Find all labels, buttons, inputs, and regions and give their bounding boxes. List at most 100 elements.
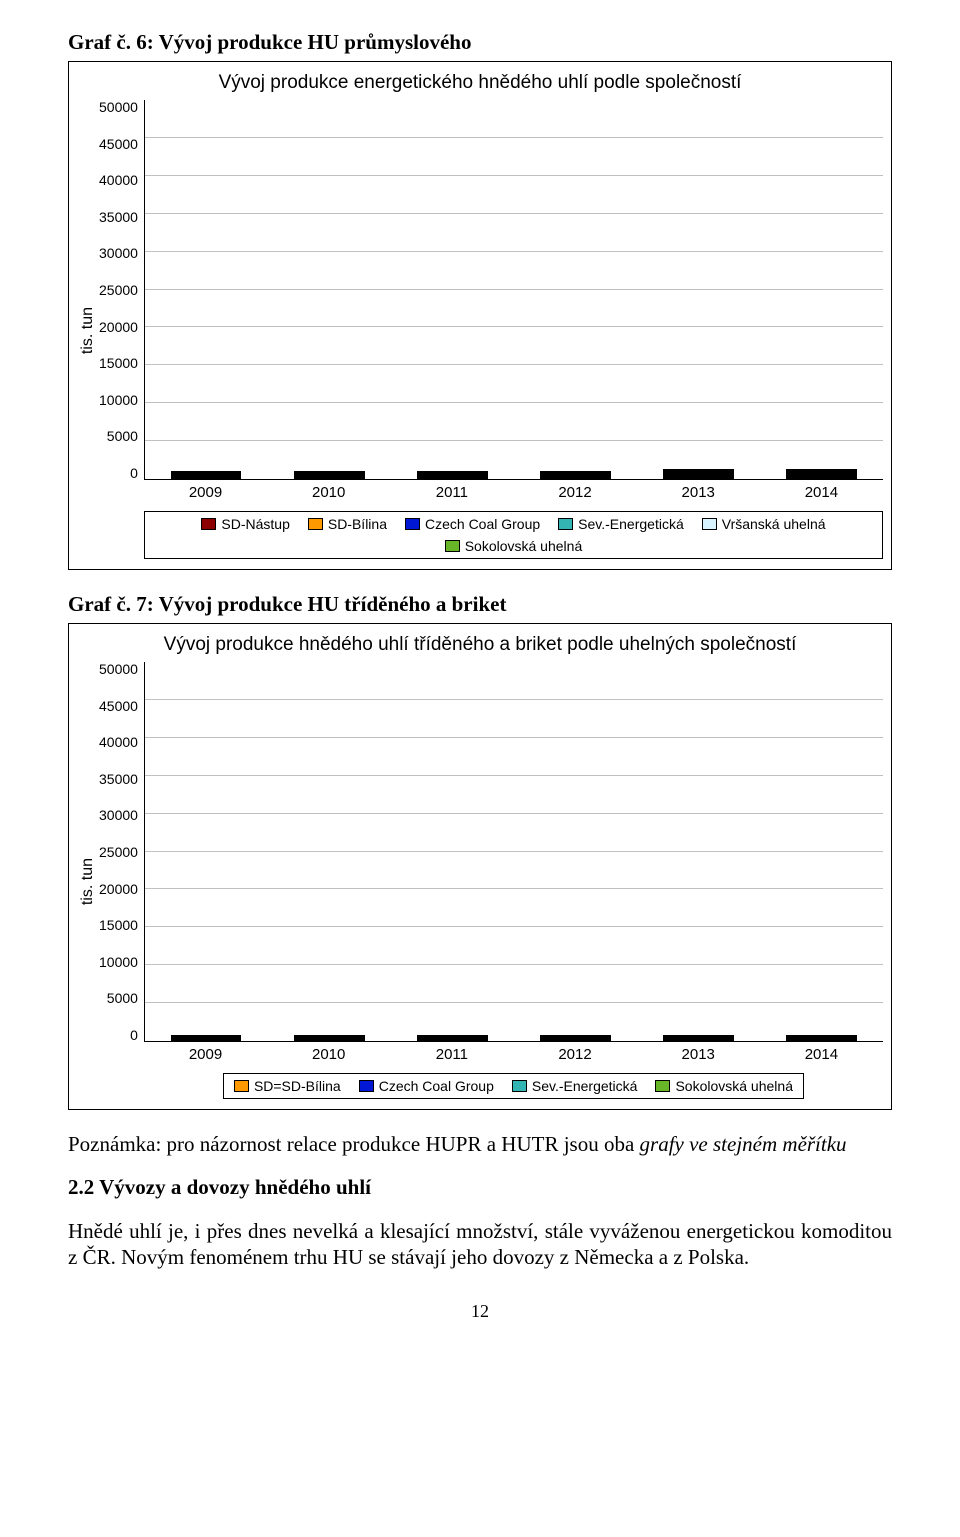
legend-item-sev_energ: Sev.-Energetická: [558, 516, 684, 532]
y-tick: 35000: [99, 772, 138, 786]
swatch-icon: [558, 518, 573, 530]
note-prefix: Poznámka: pro názornost relace produkce …: [68, 1132, 640, 1156]
bar: [171, 1035, 241, 1041]
bar: [171, 471, 241, 479]
swatch-icon: [405, 518, 420, 530]
legend-label: Czech Coal Group: [379, 1078, 494, 1094]
legend-item-czech_coal: Czech Coal Group: [405, 516, 540, 532]
x-tick: 2010: [267, 484, 390, 501]
bar-segment-sd_nastup: [417, 477, 487, 479]
bar-segment-sd_nastup: [786, 477, 856, 479]
y-tick: 0: [99, 1028, 138, 1042]
chart1-plot: [144, 100, 883, 480]
bar-segment-sd_nastup: [540, 477, 610, 479]
legend-item-czech_coal: Czech Coal Group: [359, 1078, 494, 1094]
x-tick: 2013: [637, 1046, 760, 1063]
y-tick: 25000: [99, 845, 138, 859]
bar: [294, 471, 364, 479]
y-tick: 45000: [99, 137, 138, 151]
bar: [540, 471, 610, 479]
note-emph: grafy ve stejném měřítku: [640, 1132, 847, 1156]
y-tick: 30000: [99, 246, 138, 260]
x-tick: 2011: [390, 484, 513, 501]
chart2-container: Vývoj produkce hnědého uhlí tříděného a …: [68, 623, 892, 1110]
y-tick: 0: [99, 466, 138, 480]
bar: [540, 1035, 610, 1041]
bar: [786, 469, 856, 479]
legend-label: SD=SD-Bílina: [254, 1078, 341, 1094]
swatch-icon: [234, 1080, 249, 1092]
chart2-ylabel: tis. tun: [77, 858, 99, 905]
bar: [417, 471, 487, 479]
chart2-y-ticks: 5000045000400003500030000250002000015000…: [99, 662, 144, 1042]
y-tick: 40000: [99, 735, 138, 749]
chart1-y-ticks: 5000045000400003500030000250002000015000…: [99, 100, 144, 480]
y-tick: 50000: [99, 100, 138, 114]
legend-item-sokolov: Sokolovská uhelná: [655, 1078, 793, 1094]
bar-segment-sd_bilina: [171, 1039, 241, 1041]
y-tick: 45000: [99, 699, 138, 713]
bar-segment-sd_bilina: [294, 1039, 364, 1041]
y-tick: 15000: [99, 918, 138, 932]
y-tick: 30000: [99, 808, 138, 822]
y-tick: 10000: [99, 393, 138, 407]
legend-label: Vršanská uhelná: [722, 516, 826, 532]
x-tick: 2009: [144, 1046, 267, 1063]
bar-segment-sd_nastup: [663, 477, 733, 479]
swatch-icon: [201, 518, 216, 530]
bar-segment-sd_bilina: [417, 1039, 487, 1041]
chart1-legend: SD-Nástup SD-Bílina Czech Coal Group Sev.-E…: [144, 511, 883, 559]
chart1-x-ticks: 200920102011201220132014: [144, 480, 883, 501]
chart2-title: Vývoj produkce hnědého uhlí tříděného a …: [77, 634, 883, 656]
legend-label: Czech Coal Group: [425, 516, 540, 532]
y-tick: 25000: [99, 283, 138, 297]
bar-segment-sd_bilina: [540, 1039, 610, 1041]
legend-label: SD-Nástup: [221, 516, 289, 532]
swatch-icon: [512, 1080, 527, 1092]
bar: [294, 1035, 364, 1041]
note-line: Poznámka: pro názornost relace produkce …: [68, 1132, 892, 1157]
legend-item-sd_nastup: SD-Nástup: [201, 516, 289, 532]
chart2-plot: [144, 662, 883, 1042]
bar: [786, 1035, 856, 1041]
chart1-title: Vývoj produkce energetického hnědého uhl…: [77, 72, 883, 94]
legend-item-sev_energ: Sev.-Energetická: [512, 1078, 638, 1094]
y-tick: 5000: [99, 991, 138, 1005]
y-tick: 5000: [99, 429, 138, 443]
page-number: 12: [68, 1301, 892, 1322]
y-tick: 50000: [99, 662, 138, 676]
legend-item-sd_bilina: SD=SD-Bílina: [234, 1078, 341, 1094]
x-tick: 2010: [267, 1046, 390, 1063]
swatch-icon: [359, 1080, 374, 1092]
x-tick: 2009: [144, 484, 267, 501]
x-tick: 2011: [390, 1046, 513, 1063]
chart1-ylabel: tis. tun: [77, 307, 99, 354]
bar: [417, 1035, 487, 1041]
bar-segment-sd_nastup: [171, 477, 241, 479]
legend-item-vrsanska: Vršanská uhelná: [702, 516, 826, 532]
x-tick: 2014: [760, 1046, 883, 1063]
y-tick: 40000: [99, 173, 138, 187]
swatch-icon: [702, 518, 717, 530]
bar-segment-sd_bilina: [663, 1039, 733, 1041]
legend-label: Sokolovská uhelná: [675, 1078, 793, 1094]
x-tick: 2013: [637, 484, 760, 501]
legend-label: SD-Bílina: [328, 516, 387, 532]
section-2-2-heading: 2.2 Vývozy a dovozy hnědého uhlí: [68, 1175, 892, 1200]
chart2-x-ticks: 200920102011201220132014: [144, 1042, 883, 1063]
legend-item-sokolov: Sokolovská uhelná: [445, 538, 583, 554]
chart1-container: Vývoj produkce energetického hnědého uhl…: [68, 61, 892, 570]
graf7-heading: Graf č. 7: Vývoj produkce HU tříděného a…: [68, 592, 892, 617]
x-tick: 2012: [513, 1046, 636, 1063]
legend-label: Sev.-Energetická: [532, 1078, 638, 1094]
swatch-icon: [655, 1080, 670, 1092]
swatch-icon: [308, 518, 323, 530]
bar: [663, 469, 733, 479]
legend-label: Sokolovská uhelná: [465, 538, 583, 554]
bar-segment-sd_bilina: [786, 1039, 856, 1041]
y-tick: 10000: [99, 955, 138, 969]
y-tick: 15000: [99, 356, 138, 370]
y-tick: 20000: [99, 320, 138, 334]
x-tick: 2014: [760, 484, 883, 501]
chart2-legend: SD=SD-Bílina Czech Coal Group Sev.-Energet…: [223, 1073, 804, 1099]
